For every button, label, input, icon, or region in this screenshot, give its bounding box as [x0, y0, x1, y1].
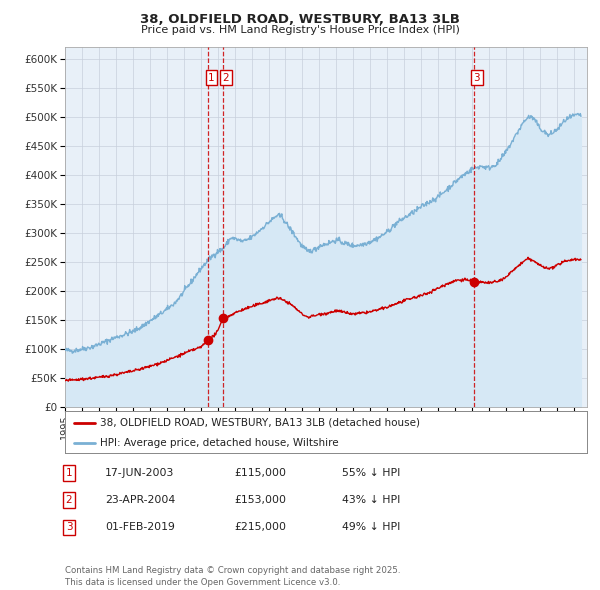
Text: 17-JUN-2003: 17-JUN-2003 [105, 468, 175, 478]
Text: 2: 2 [65, 496, 73, 505]
Text: 1: 1 [65, 468, 73, 478]
Text: 3: 3 [65, 523, 73, 532]
Text: 49% ↓ HPI: 49% ↓ HPI [342, 523, 400, 532]
Text: 38, OLDFIELD ROAD, WESTBURY, BA13 3LB (detached house): 38, OLDFIELD ROAD, WESTBURY, BA13 3LB (d… [100, 418, 420, 428]
Text: £153,000: £153,000 [234, 496, 286, 505]
Text: 1: 1 [208, 73, 215, 83]
Text: HPI: Average price, detached house, Wiltshire: HPI: Average price, detached house, Wilt… [100, 438, 339, 447]
Text: Contains HM Land Registry data © Crown copyright and database right 2025.
This d: Contains HM Land Registry data © Crown c… [65, 566, 400, 587]
Text: 23-APR-2004: 23-APR-2004 [105, 496, 175, 505]
Text: 01-FEB-2019: 01-FEB-2019 [105, 523, 175, 532]
Text: 2: 2 [223, 73, 229, 83]
Text: 55% ↓ HPI: 55% ↓ HPI [342, 468, 400, 478]
Text: £215,000: £215,000 [234, 523, 286, 532]
Text: 43% ↓ HPI: 43% ↓ HPI [342, 496, 400, 505]
Text: 38, OLDFIELD ROAD, WESTBURY, BA13 3LB: 38, OLDFIELD ROAD, WESTBURY, BA13 3LB [140, 13, 460, 26]
Text: £115,000: £115,000 [234, 468, 286, 478]
Text: 3: 3 [473, 73, 480, 83]
Text: Price paid vs. HM Land Registry's House Price Index (HPI): Price paid vs. HM Land Registry's House … [140, 25, 460, 35]
